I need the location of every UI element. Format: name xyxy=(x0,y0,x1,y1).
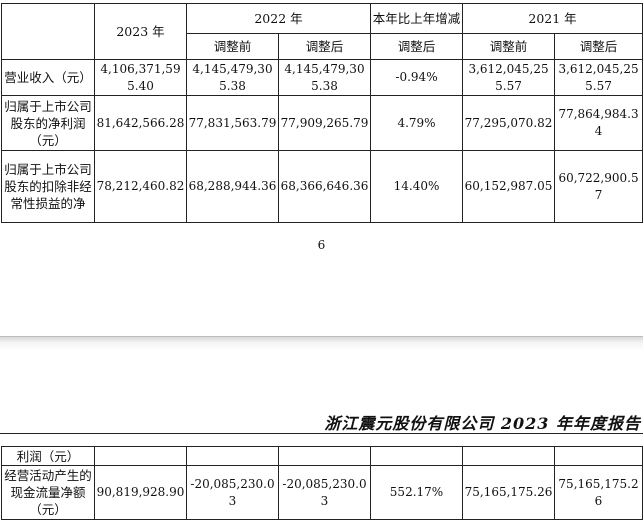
cell-2023: 90,819,928.90 xyxy=(94,465,187,520)
page-break-shadow xyxy=(0,337,643,351)
table-row: 利润（元） xyxy=(1,446,643,466)
cell-2021-after: 3,612,045,255.57 xyxy=(554,59,643,96)
header-2022-after: 调整后 xyxy=(277,33,372,60)
running-header: 浙江震元股份有限公司 2023 年年度报告 xyxy=(324,414,641,433)
header-change: 本年比上年增减 xyxy=(370,3,464,34)
row-label: 经营活动产生的现金流量净额（元） xyxy=(1,465,95,520)
cell-change: 4.79% xyxy=(370,95,464,151)
cell-2023: 4,106,371,595.40 xyxy=(94,59,187,96)
cell-2022-before: 68,288,944.36 xyxy=(186,150,279,223)
cell-2021-after: 77,864,984.34 xyxy=(554,95,643,151)
cell-change: -0.94% xyxy=(370,59,464,96)
cell-2021-after xyxy=(554,446,643,466)
cell-2023: 81,642,566.28 xyxy=(94,95,187,151)
table-row: 营业收入（元） 4,106,371,595.40 4,145,479,305.3… xyxy=(1,59,643,96)
cell-2022-after: -20,085,230.03 xyxy=(278,465,371,520)
header-2023: 2023 年 xyxy=(94,3,187,60)
cell-2021-after: 75,165,175.26 xyxy=(554,465,643,520)
header-2022: 2022 年 xyxy=(185,3,372,34)
financial-summary-table-continued: 利润（元） 经营活动产生的现金流量净额（元） 90,819,928.90 -20… xyxy=(1,446,643,520)
row-label: 归属于上市公司股东的净利润（元） xyxy=(1,95,95,151)
page-number: 6 xyxy=(317,238,326,252)
header-rule xyxy=(0,433,643,434)
header-2021-after: 调整后 xyxy=(554,33,643,60)
cell-2023: 78,212,460.82 xyxy=(94,150,187,223)
cell-2022-before: 4,145,479,305.38 xyxy=(186,59,279,96)
cell-2022-before: -20,085,230.03 xyxy=(186,465,279,520)
table-row: 归属于上市公司股东的扣除非经常性损益的净 78,212,460.82 68,28… xyxy=(1,150,643,223)
table-row: 经营活动产生的现金流量净额（元） 90,819,928.90 -20,085,2… xyxy=(1,465,643,520)
cell-2022-before: 77,831,563.79 xyxy=(186,95,279,151)
cell-2021-before: 60,152,987.05 xyxy=(462,150,556,223)
header-blank xyxy=(1,3,95,60)
financial-summary-table: 2023 年 2022 年 本年比上年增减 2021 年 调整前 调整后 调整后… xyxy=(1,3,643,223)
row-label: 营业收入（元） xyxy=(1,59,95,96)
cell-2022-before xyxy=(186,446,279,466)
page-break-line xyxy=(0,336,643,337)
cell-2021-before: 75,165,175.26 xyxy=(462,465,555,520)
cell-2021-before: 3,612,045,255.57 xyxy=(462,59,556,96)
cell-2022-after: 4,145,479,305.38 xyxy=(277,59,372,96)
header-2021: 2021 年 xyxy=(462,3,643,34)
cell-2021-before xyxy=(462,446,555,466)
cell-2022-after: 77,909,265.79 xyxy=(277,95,372,151)
cell-2021-after: 60,722,900.57 xyxy=(554,150,643,223)
header-change-sub: 调整后 xyxy=(370,33,464,60)
cell-change: 552.17% xyxy=(370,465,463,520)
cell-change xyxy=(370,446,463,466)
cell-2022-after: 68,366,646.36 xyxy=(277,150,372,223)
cell-2022-after xyxy=(278,446,371,466)
header-2022-before: 调整前 xyxy=(186,33,279,60)
row-label: 归属于上市公司股东的扣除非经常性损益的净 xyxy=(1,150,95,223)
header-2021-before: 调整前 xyxy=(462,33,556,60)
cell-2023 xyxy=(94,446,187,466)
cell-change: 14.40% xyxy=(370,150,464,223)
cell-2021-before: 77,295,070.82 xyxy=(462,95,556,151)
row-label: 利润（元） xyxy=(1,446,95,466)
table-row: 归属于上市公司股东的净利润（元） 81,642,566.28 77,831,56… xyxy=(1,95,643,151)
